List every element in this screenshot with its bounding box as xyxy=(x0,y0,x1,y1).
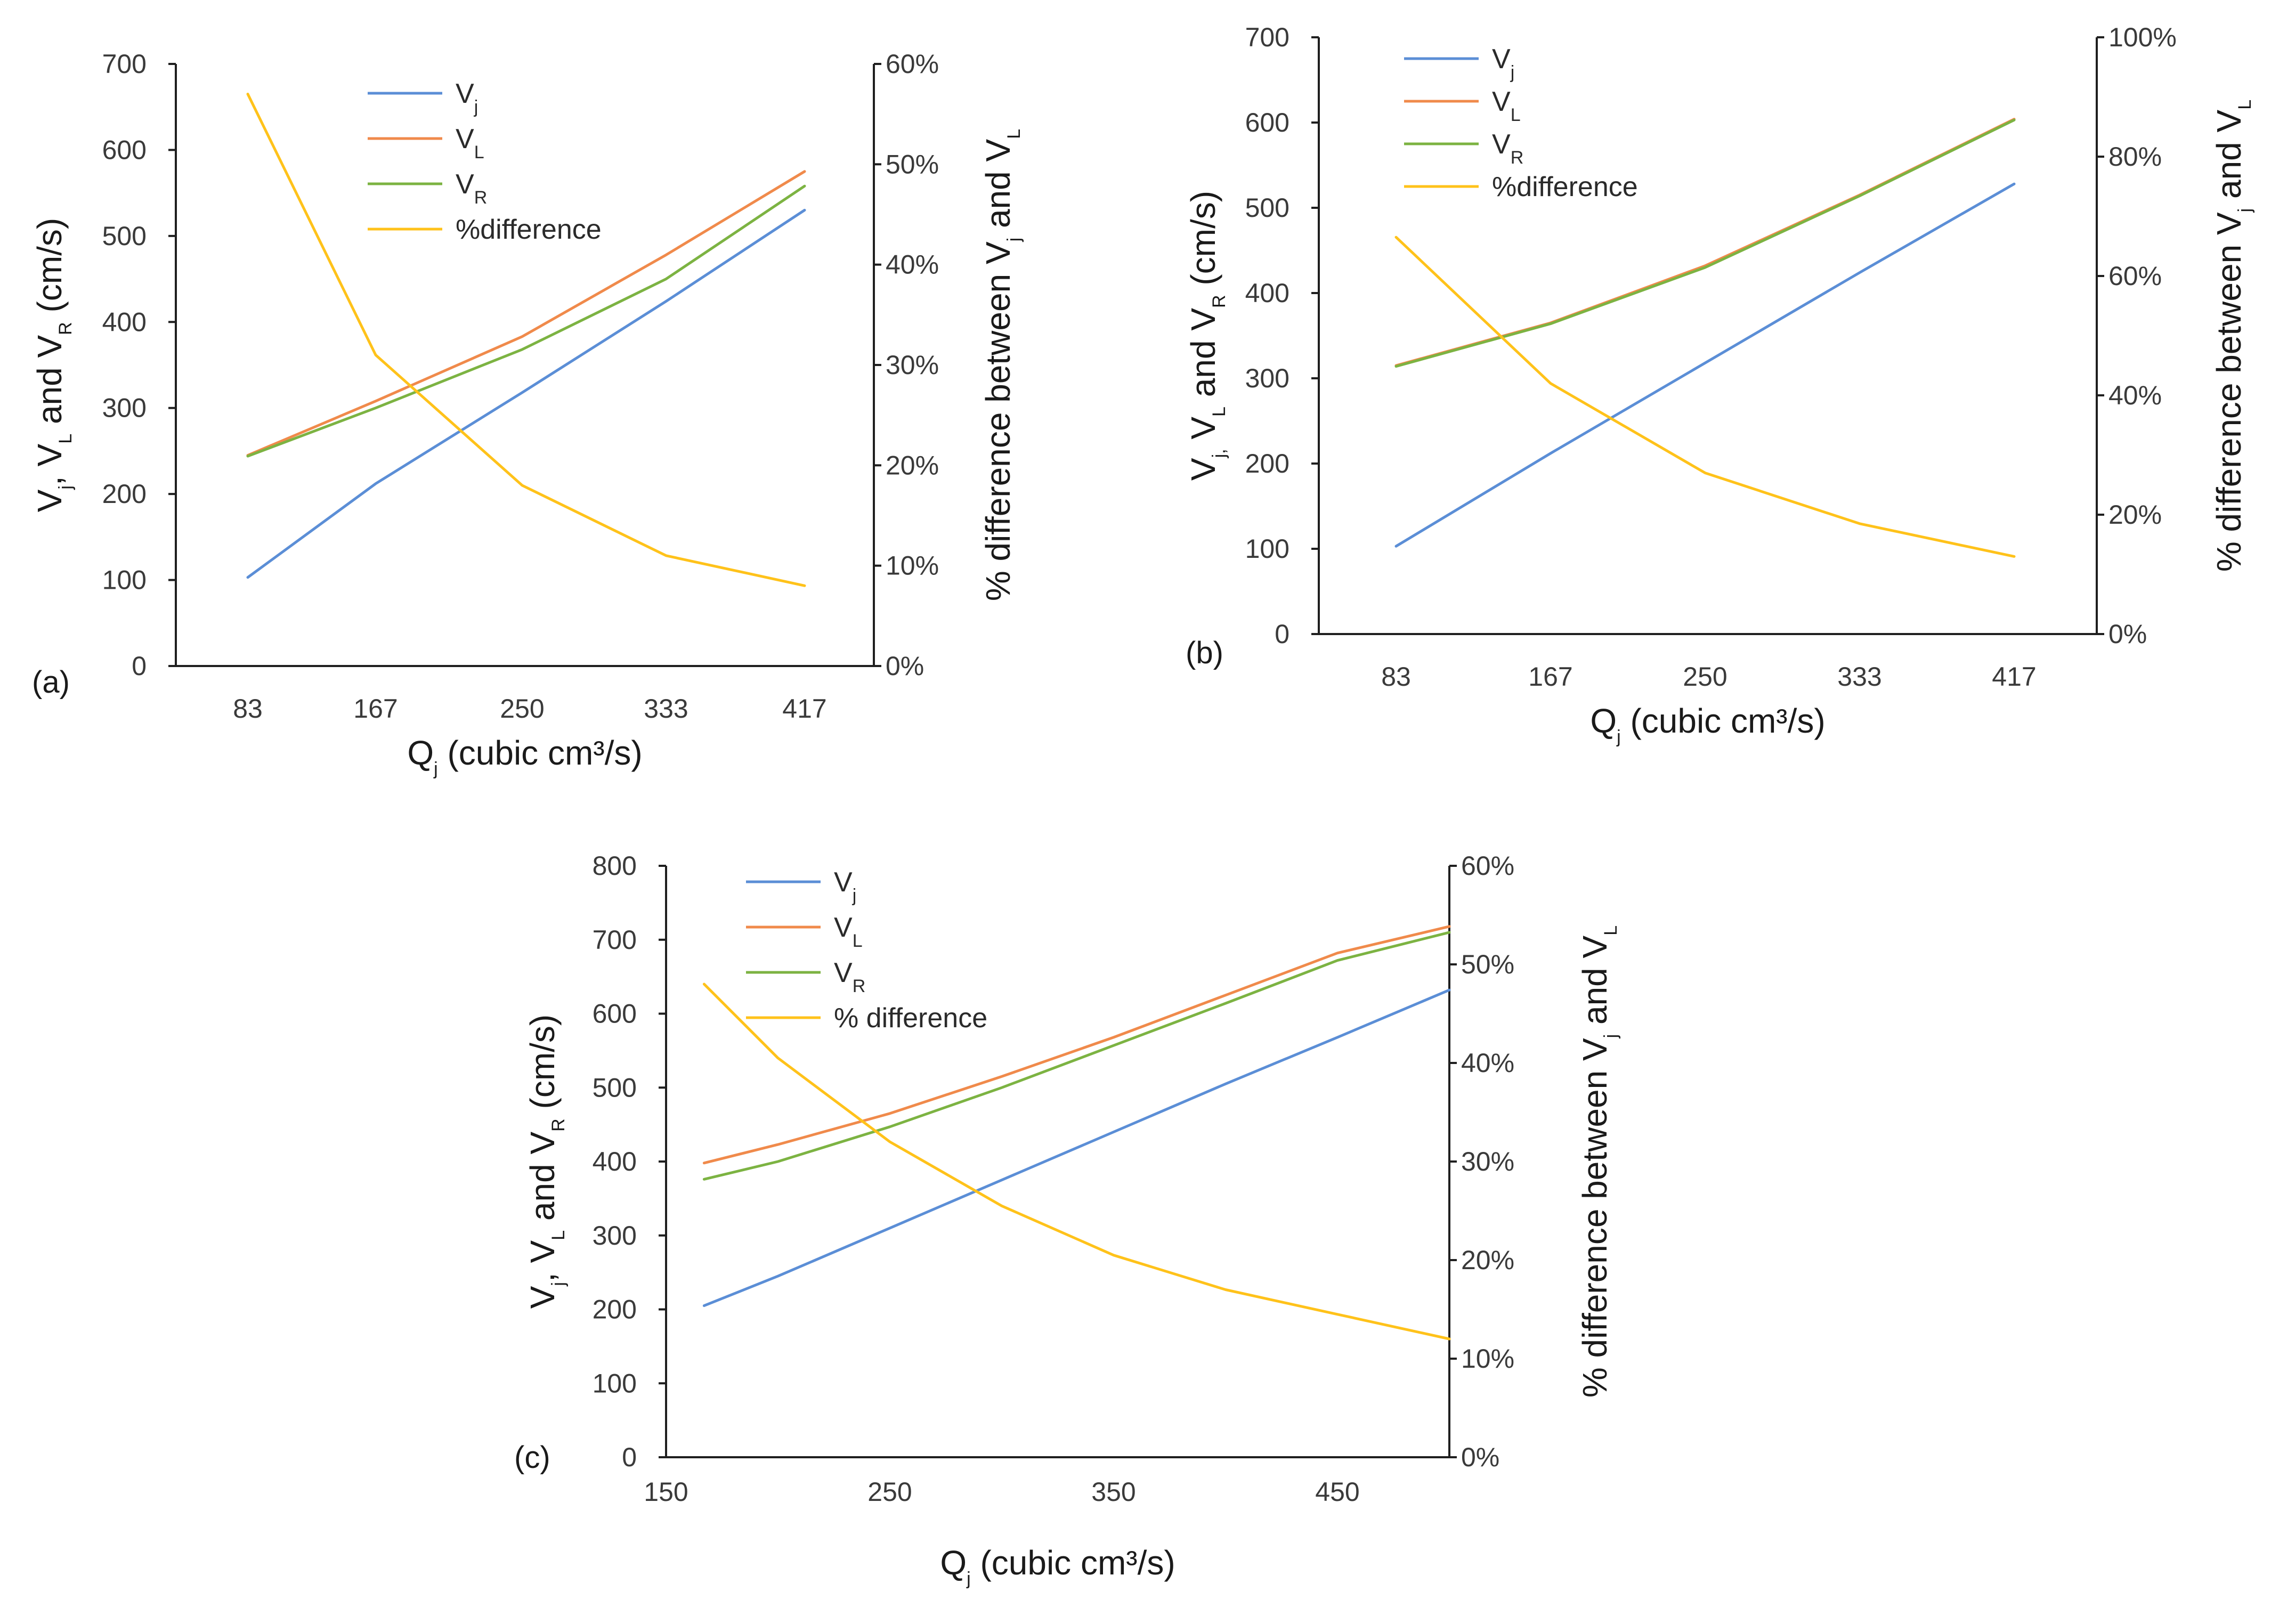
panel-label: (c) xyxy=(514,1440,550,1475)
y-right-tick-label: 50% xyxy=(886,149,939,179)
y-left-tick-label: 400 xyxy=(1245,278,1289,308)
y-left-axis-title: Vj, VL and VR (cm/s) xyxy=(523,1014,569,1309)
y-left-tick-label: 700 xyxy=(102,49,147,79)
y-right-axis-title: % difference between Vj and VL xyxy=(979,129,1024,601)
y-left-tick-label: 500 xyxy=(1245,193,1289,223)
series-line-vl-a xyxy=(246,170,806,457)
y-left-tick-label: 0 xyxy=(1275,619,1289,649)
y-right-tick-label: 60% xyxy=(2108,261,2162,291)
y-left-tick-label: 0 xyxy=(622,1442,637,1472)
series-line-vr-b xyxy=(1394,118,2016,368)
y-right-tick-label: 80% xyxy=(2108,142,2162,172)
y-left-tick-label: 100 xyxy=(102,565,147,595)
y-left-tick-label: 700 xyxy=(1245,22,1289,52)
y-right-tick-label: 40% xyxy=(1461,1048,1514,1078)
x-tick-label: 250 xyxy=(1683,662,1727,692)
y-right-axis-title: % difference between Vj and VL xyxy=(1576,925,1621,1398)
x-tick-label: 167 xyxy=(353,694,398,724)
y-left-tick-label: 200 xyxy=(102,479,147,509)
chart-panel-c: 0 100 200 300 400 500 600 700 800 0% 10% 20% 30% 40% 5… xyxy=(514,851,1621,1589)
legend-label-vr: VR xyxy=(456,169,487,208)
y-left-tick-label: 400 xyxy=(102,307,147,337)
panel-label: (a) xyxy=(32,665,70,700)
x-tick-label: 83 xyxy=(233,694,263,724)
y-left-tick-label: 200 xyxy=(593,1295,637,1325)
y-right-tick-label: 30% xyxy=(886,350,939,380)
y-left-tick-label: 300 xyxy=(593,1221,637,1251)
y-right-tick-label: 20% xyxy=(886,450,939,480)
x-tick-label: 417 xyxy=(1992,662,2036,692)
legend-label-vj: Vj xyxy=(1492,44,1514,83)
series-line-vj-b xyxy=(1394,182,2016,548)
y-right-tick-label: 40% xyxy=(886,250,939,280)
chart-panel-b: 0 100 200 300 400 500 600 700 0% 20% 40% 60% 80% 100%… xyxy=(1184,22,2255,747)
y-left-tick-label: 800 xyxy=(593,851,637,881)
x-tick-label: 350 xyxy=(1091,1477,1136,1507)
x-tick-label: 150 xyxy=(644,1477,688,1507)
series-line-vl-b xyxy=(1394,118,2016,367)
y-right-tick-label: 0% xyxy=(2108,619,2147,649)
series-line-diff-c xyxy=(702,982,1451,1341)
y-right-tick-label: 10% xyxy=(1461,1344,1514,1374)
y-left-tick-label: 700 xyxy=(593,925,637,955)
y-right-tick-label: 60% xyxy=(886,49,939,79)
legend-label-vj: Vj xyxy=(456,78,478,117)
x-tick-label: 167 xyxy=(1528,662,1572,692)
series-line-diff-a xyxy=(246,93,806,587)
legend-label-vl: VL xyxy=(456,124,484,163)
y-left-tick-label: 600 xyxy=(1245,108,1289,137)
y-left-axis-title: Vj, VL and VR (cm/s) xyxy=(30,218,76,513)
y-right-tick-label: 30% xyxy=(1461,1147,1514,1176)
y-left-tick-label: 600 xyxy=(593,999,637,1029)
series-line-vl-c xyxy=(702,925,1451,1165)
x-axis-title: Qj (cubic cm³/s) xyxy=(407,734,642,779)
x-axis-title: Qj (cubic cm³/s) xyxy=(940,1544,1175,1589)
y-right-tick-label: 0% xyxy=(1461,1442,1499,1472)
y-right-axis-title: % difference between Vj and VL xyxy=(2210,100,2255,572)
legend-label-vr: VR xyxy=(834,957,865,996)
y-left-tick-label: 300 xyxy=(102,393,147,423)
legend-label-vl: VL xyxy=(1492,86,1521,125)
y-right-tick-label: 20% xyxy=(2108,500,2162,530)
series-line-diff-b xyxy=(1394,236,2016,558)
y-left-tick-label: 500 xyxy=(593,1073,637,1102)
y-right-tick-label: 20% xyxy=(1461,1245,1514,1275)
y-left-tick-label: 600 xyxy=(102,135,147,165)
series-line-vr-c xyxy=(702,931,1451,1181)
y-right-tick-label: 40% xyxy=(2108,380,2162,410)
series-line-vr-a xyxy=(246,184,806,458)
y-left-axis-title: Vj, VL and VR (cm/s) xyxy=(1184,191,1229,481)
y-left-tick-label: 100 xyxy=(1245,534,1289,564)
x-tick-label: 83 xyxy=(1381,662,1411,692)
legend-label-vj: Vj xyxy=(834,867,856,906)
y-right-tick-label: 60% xyxy=(1461,851,1514,881)
x-axis-title: Qj (cubic cm³/s) xyxy=(1590,702,1825,747)
y-left-tick-label: 200 xyxy=(1245,449,1289,478)
y-left-tick-label: 400 xyxy=(593,1147,637,1176)
x-tick-label: 333 xyxy=(644,694,688,724)
y-left-tick-label: 500 xyxy=(102,221,147,251)
y-right-tick-label: 100% xyxy=(2108,22,2177,52)
series-line-vj-c xyxy=(702,988,1451,1308)
x-tick-label: 250 xyxy=(500,694,544,724)
legend-label-diff: %difference xyxy=(1492,172,1638,202)
y-right-tick-label: 0% xyxy=(886,651,924,681)
chart-panel-a: 0 100 200 300 400 500 600 700 0% 10% 20% 30% 40% 50% 6… xyxy=(30,49,1024,779)
y-left-tick-label: 100 xyxy=(593,1368,637,1398)
y-right-tick-label: 10% xyxy=(886,551,939,581)
y-right-tick-label: 50% xyxy=(1461,949,1514,979)
legend-label-vl: VL xyxy=(834,912,863,951)
legend-label-diff: % difference xyxy=(834,1003,987,1034)
legend-label-diff: %difference xyxy=(456,214,602,245)
x-tick-label: 250 xyxy=(867,1477,912,1507)
y-left-tick-label: 0 xyxy=(132,651,147,681)
legend-label-vr: VR xyxy=(1492,129,1523,168)
y-left-tick-label: 300 xyxy=(1245,363,1289,393)
series-line-vj-a xyxy=(246,208,806,579)
x-tick-label: 333 xyxy=(1837,662,1881,692)
x-tick-label: 450 xyxy=(1315,1477,1359,1507)
panel-label: (b) xyxy=(1186,636,1223,670)
x-tick-label: 417 xyxy=(782,694,826,724)
